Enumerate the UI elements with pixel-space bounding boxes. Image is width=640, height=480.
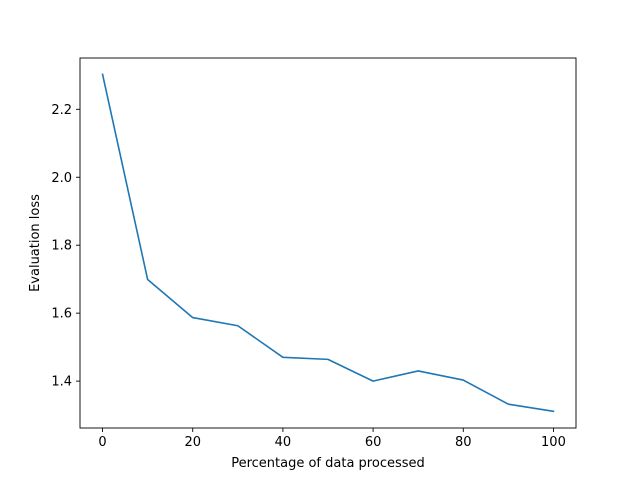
y-tick-label: 1.4 xyxy=(51,375,72,390)
y-axis-label: Evaluation loss xyxy=(28,194,43,292)
x-tick-label: 80 xyxy=(455,435,472,450)
series-line xyxy=(101,73,555,413)
x-tick-label: 40 xyxy=(275,435,292,450)
x-axis-label: Percentage of data processed xyxy=(231,456,425,471)
y-axis-ticks: 1.4 1.6 1.8 2.0 2.2 xyxy=(51,103,80,390)
x-tick-label: 20 xyxy=(184,435,201,450)
y-tick-label: 2.0 xyxy=(51,171,72,186)
x-tick-label: 100 xyxy=(541,435,566,450)
plot-frame xyxy=(79,57,577,429)
y-tick-label: 1.8 xyxy=(51,239,72,254)
plot-background xyxy=(80,58,576,428)
y-tick-label: 1.6 xyxy=(51,307,72,322)
x-tick-label: 0 xyxy=(98,435,106,450)
x-tick-label: 60 xyxy=(365,435,382,450)
y-tick-label: 2.2 xyxy=(51,103,72,118)
x-axis-ticks: 0 20 40 60 80 100 xyxy=(98,428,566,450)
